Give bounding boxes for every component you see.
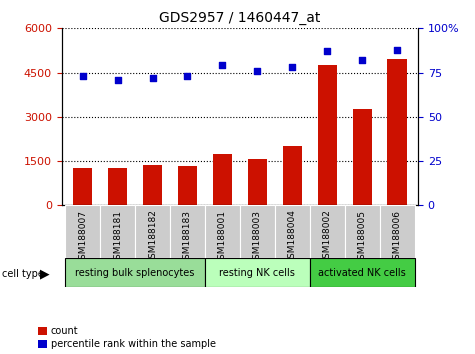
Bar bbox=[345, 205, 380, 258]
Bar bbox=[108, 168, 127, 205]
Point bbox=[393, 47, 401, 52]
Bar bbox=[310, 205, 345, 258]
Point bbox=[114, 77, 122, 82]
Bar bbox=[65, 258, 205, 287]
Bar bbox=[283, 146, 302, 205]
Bar bbox=[240, 205, 275, 258]
Bar bbox=[213, 154, 232, 205]
Point bbox=[218, 63, 226, 68]
Bar bbox=[143, 165, 162, 205]
Point bbox=[79, 73, 86, 79]
Text: GSM188182: GSM188182 bbox=[148, 210, 157, 264]
Bar bbox=[380, 205, 415, 258]
Bar bbox=[135, 205, 170, 258]
Bar bbox=[100, 205, 135, 258]
Bar bbox=[170, 205, 205, 258]
Text: GSM188002: GSM188002 bbox=[323, 210, 332, 264]
Text: GSM188004: GSM188004 bbox=[288, 210, 297, 264]
Text: GSM188001: GSM188001 bbox=[218, 210, 227, 264]
Bar bbox=[275, 205, 310, 258]
Bar bbox=[248, 159, 267, 205]
Bar bbox=[178, 166, 197, 205]
Point bbox=[288, 64, 296, 70]
Text: GSM188003: GSM188003 bbox=[253, 210, 262, 264]
Text: resting NK cells: resting NK cells bbox=[219, 268, 295, 278]
Bar bbox=[205, 205, 240, 258]
Text: GSM188181: GSM188181 bbox=[113, 210, 122, 264]
Point bbox=[149, 75, 156, 81]
Legend: count, percentile rank within the sample: count, percentile rank within the sample bbox=[38, 326, 216, 349]
Text: GSM188183: GSM188183 bbox=[183, 210, 192, 264]
Bar bbox=[352, 109, 372, 205]
Text: cell type: cell type bbox=[2, 269, 44, 279]
Text: resting bulk splenocytes: resting bulk splenocytes bbox=[76, 268, 195, 278]
Bar bbox=[65, 205, 100, 258]
Bar bbox=[205, 258, 310, 287]
Bar bbox=[318, 65, 337, 205]
Title: GDS2957 / 1460447_at: GDS2957 / 1460447_at bbox=[159, 11, 321, 24]
Point bbox=[358, 57, 366, 63]
Bar bbox=[310, 258, 415, 287]
Text: GSM188005: GSM188005 bbox=[358, 210, 367, 264]
Point bbox=[184, 73, 191, 79]
Bar bbox=[73, 167, 92, 205]
Point bbox=[254, 68, 261, 74]
Text: activated NK cells: activated NK cells bbox=[318, 268, 406, 278]
Text: ▶: ▶ bbox=[40, 268, 50, 281]
Text: GSM188006: GSM188006 bbox=[392, 210, 401, 264]
Text: GSM188007: GSM188007 bbox=[78, 210, 87, 264]
Point bbox=[323, 48, 331, 54]
Bar bbox=[388, 59, 407, 205]
